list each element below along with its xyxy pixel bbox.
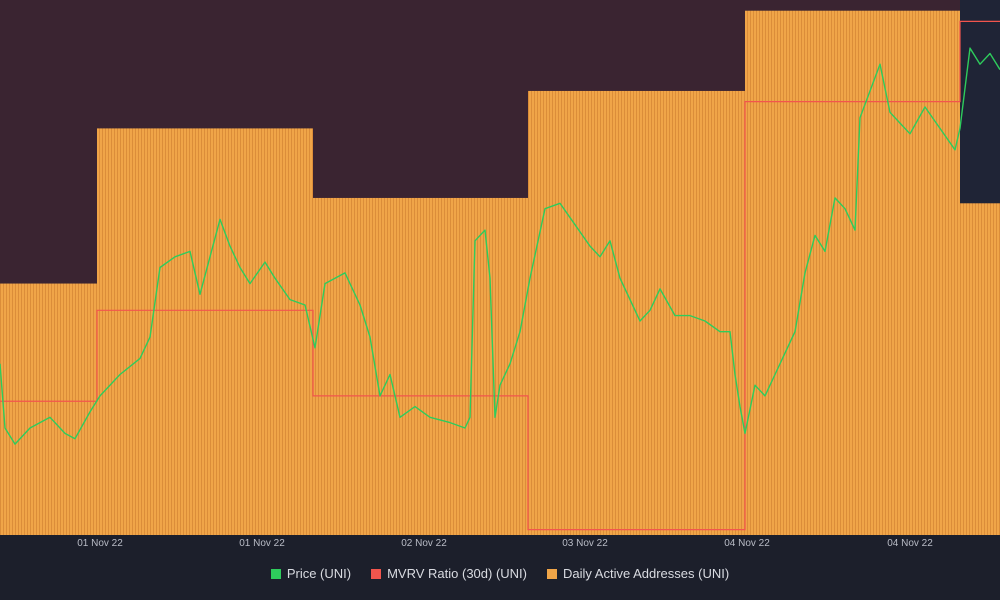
price-line — [0, 47, 1000, 445]
highlight-region — [960, 0, 1000, 204]
legend: Price (UNI) MVRV Ratio (30d) (UNI) Daily… — [0, 566, 1000, 581]
x-tick-label: 01 Nov 22 — [77, 538, 123, 549]
x-tick-label: 04 Nov 22 — [887, 538, 933, 549]
legend-swatch-mvrv — [371, 568, 382, 579]
price-line-layer — [0, 47, 1000, 445]
legend-label-daily-active-addresses: Daily Active Addresses (UNI) — [563, 566, 730, 581]
mvrv-ratio-steps — [0, 20, 1000, 531]
mvrv-step-line — [0, 20, 1000, 531]
dau-bar-4 — [745, 10, 960, 535]
legend-label-price: Price (UNI) — [286, 566, 352, 581]
legend-swatch-price — [270, 568, 281, 579]
legend-item-mvrv[interactable]: MVRV Ratio (30d) (UNI) — [371, 566, 527, 581]
x-tick-label: 01 Nov 22 — [239, 538, 285, 549]
x-tick-label: 03 Nov 22 — [562, 538, 608, 549]
legend-swatch-daily-active-addresses — [547, 568, 557, 579]
legend-label-mvrv: MVRV Ratio (30d) (UNI) — [387, 566, 527, 581]
dau-bar-5 — [960, 203, 1000, 535]
chart-plot — [0, 0, 1000, 535]
dau-bar-0 — [0, 283, 97, 535]
legend-item-price[interactable]: Price (UNI) — [270, 566, 352, 581]
legend-item-daily-active-addresses[interactable]: Daily Active Addresses (UNI) — [547, 566, 729, 581]
dau-bar-2 — [313, 197, 528, 535]
x-tick-label: 04 Nov 22 — [724, 538, 770, 549]
dau-bar-1 — [97, 128, 313, 535]
x-tick-label: 02 Nov 22 — [401, 538, 447, 549]
